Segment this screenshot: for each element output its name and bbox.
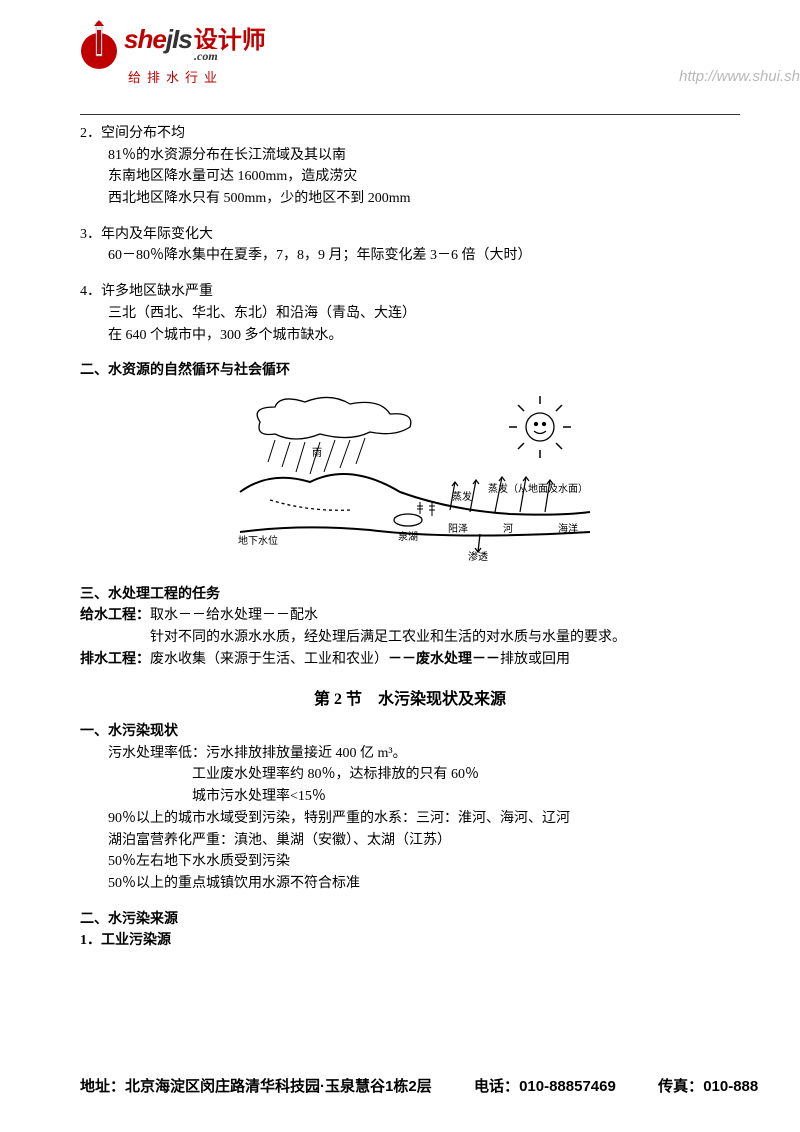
drain-label: 排水工程： — [80, 652, 150, 667]
item-2-title: 2．空间分布不均 — [80, 123, 740, 145]
diagram-label-marsh: 阳泽 — [448, 523, 468, 535]
item-4-line: 三北（西北、华北、东北）和沿海（青岛、大连） — [80, 303, 740, 325]
footer-fax-label: 传真： — [658, 1075, 703, 1096]
footer-fax: 010-888 — [703, 1078, 758, 1095]
pollution-line: 工业废水处理率约 80％，达标排放的只有 60％ — [80, 764, 740, 786]
pollution-source-heading: 二、水污染来源 — [80, 909, 740, 931]
logo-subtitle: 给排水行业 — [128, 67, 266, 86]
footer-addr-label: 地址： — [80, 1075, 125, 1096]
page-footer: 地址：北京海淀区闵庄路清华科技园·玉泉慧谷1栋2层 电话：010-8885746… — [80, 1075, 800, 1096]
diagram-label-groundwater: 地下水位 — [238, 534, 278, 547]
diagram-label-spring: 泉湖 — [398, 530, 418, 543]
logo-text: shejIs设计师 .com 给排水行业 — [124, 20, 266, 86]
logo-icon — [80, 20, 118, 70]
footer-addr: 北京海淀区闵庄路清华科技园·玉泉慧谷1栋2层 — [125, 1075, 432, 1096]
footer-tel: 010-88857469 — [519, 1078, 616, 1095]
page-header: shejIs设计师 .com 给排水行业 http://www.shui.sh — [0, 0, 800, 114]
footer-tel-label: 电话： — [474, 1075, 519, 1096]
pollution-line: 50％以上的重点城镇饮用水源不符合标准 — [80, 873, 740, 895]
section-2-title: 第 2 节 水污染现状及来源 — [80, 688, 740, 713]
supply-text: 取水－－给水处理－－配水 — [150, 608, 318, 623]
supply-label: 给水工程： — [80, 608, 150, 623]
pollution-line: 90％以上的城市水域受到污染，特别严重的水系：三河：淮河、海河、辽河 — [80, 808, 740, 830]
drain-text2: 排放或回用 — [500, 652, 570, 667]
item-4-title: 4．许多地区缺水严重 — [80, 281, 740, 303]
diagram-label-river: 河 — [503, 523, 513, 535]
item-2-line: 东南地区降水量可达 1600mm，造成涝灾 — [80, 166, 740, 188]
drain-bold: －－废水处理－－ — [388, 652, 500, 667]
water-cycle-svg: 雨 地下水位 泉湖 阳泽 河 海洋 蒸发 蒸发（从地面及水面） 渗透 — [220, 392, 600, 562]
drain-text1: 废水收集（来源于生活、工业和农业） — [150, 652, 388, 667]
heading-2: 二、水资源的自然循环与社会循环 — [80, 360, 740, 382]
diagram-label-ocean: 海洋 — [558, 522, 578, 535]
document-body: 2．空间分布不均 81％的水资源分布在长江流域及其以南 东南地区降水量可达 16… — [0, 115, 800, 952]
logo-com: .com — [194, 49, 218, 63]
drain-line: 排水工程：废水收集（来源于生活、工业和农业）－－废水处理－－排放或回用 — [80, 649, 740, 671]
item-2-line: 81％的水资源分布在长江流域及其以南 — [80, 145, 740, 167]
page: shejIs设计师 .com 给排水行业 http://www.shui.sh … — [0, 0, 800, 1132]
item-3-title: 3．年内及年际变化大 — [80, 224, 740, 246]
diagram-label-evap2: 蒸发（从地面及水面） — [488, 482, 588, 495]
supply-detail: 针对不同的水源水水质，经处理后满足工农业和生活的对水质与水量的要求。 — [80, 627, 740, 649]
heading-3: 三、水处理工程的任务 — [80, 584, 740, 606]
item-3-line: 60－80％降水集中在夏季，7，8，9 月；年际变化差 3－6 倍（大时） — [80, 245, 740, 267]
pollution-line: 城市污水处理率<15％ — [80, 786, 740, 808]
pollution-status-heading: 一、水污染现状 — [80, 721, 740, 743]
item-4-line: 在 640 个城市中，300 多个城市缺水。 — [80, 325, 740, 347]
water-cycle-diagram: 雨 地下水位 泉湖 阳泽 河 海洋 蒸发 蒸发（从地面及水面） 渗透 — [80, 392, 740, 570]
diagram-label-seep: 渗透 — [468, 550, 488, 562]
pollution-line: 50％左右地下水水质受到污染 — [80, 851, 740, 873]
supply-line: 给水工程：取水－－给水处理－－配水 — [80, 605, 740, 627]
pollution-source-1: 1．工业污染源 — [80, 930, 740, 952]
header-url: http://www.shui.sh — [679, 68, 800, 85]
diagram-label-evap1: 蒸发 — [452, 490, 472, 503]
diagram-label-rain: 雨 — [312, 448, 322, 459]
pollution-line: 湖泊富营养化严重：滇池、巢湖（安徽）、太湖（江苏） — [80, 830, 740, 852]
pollution-line: 污水处理率低：污水排放排放量接近 400 亿 m³。 — [80, 743, 740, 765]
item-2-line: 西北地区降水只有 500mm，少的地区不到 200mm — [80, 188, 740, 210]
